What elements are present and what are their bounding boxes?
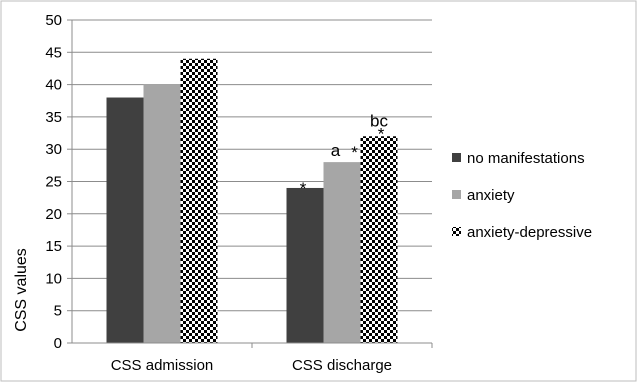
y-tick-label: 40 [45, 77, 62, 94]
legend-swatch [452, 227, 461, 236]
legend: no manifestations anxiety anxiety-depressi… [452, 150, 592, 241]
legend-label: no manifestations [467, 150, 585, 167]
y-tick-label: 10 [45, 270, 62, 287]
y-tick-labels: 0 5 10 15 20 25 30 35 40 45 50 [45, 12, 62, 352]
axes [71, 20, 433, 348]
bar-anxiety-depressive-CSS-discharge [360, 136, 398, 343]
y-tick-label: 15 [45, 238, 62, 255]
annotation-label: a [331, 141, 341, 160]
legend-label: anxiety [467, 187, 515, 204]
y-tick-label: 25 [45, 174, 62, 191]
bar-no-manifestations-CSS-admission [106, 97, 144, 344]
annotations: *a *bc* [300, 111, 389, 198]
legend-swatch [452, 190, 461, 199]
legend-label: anxiety-depressive [467, 224, 592, 241]
legend-swatch [452, 153, 461, 162]
annotation-label: bc [370, 111, 388, 130]
bar-anxiety-depressive-CSS-admission [180, 58, 218, 343]
annotation-label: * [378, 124, 385, 143]
y-tick-label: 30 [45, 141, 62, 158]
annotation-label: * [351, 143, 358, 162]
y-axis-label: CSS values [13, 248, 30, 332]
bar-no-manifestations-CSS-discharge [286, 187, 324, 343]
y-tick-label: 5 [54, 303, 62, 320]
x-category-label: CSS discharge [292, 357, 392, 374]
bar-anxiety-CSS-admission [143, 84, 181, 343]
y-tick-label: 50 [45, 12, 62, 29]
annotation-label: * [300, 179, 307, 198]
x-category-label: CSS admission [111, 357, 214, 374]
bars [106, 58, 398, 344]
y-tick-label: 35 [45, 109, 62, 126]
bar-anxiety-CSS-discharge [323, 162, 361, 343]
category-labels: CSS admission CSS discharge [111, 357, 392, 374]
y-tick-label: 20 [45, 206, 62, 223]
y-tick-label: 45 [45, 44, 62, 61]
y-tick-label: 0 [54, 335, 62, 352]
